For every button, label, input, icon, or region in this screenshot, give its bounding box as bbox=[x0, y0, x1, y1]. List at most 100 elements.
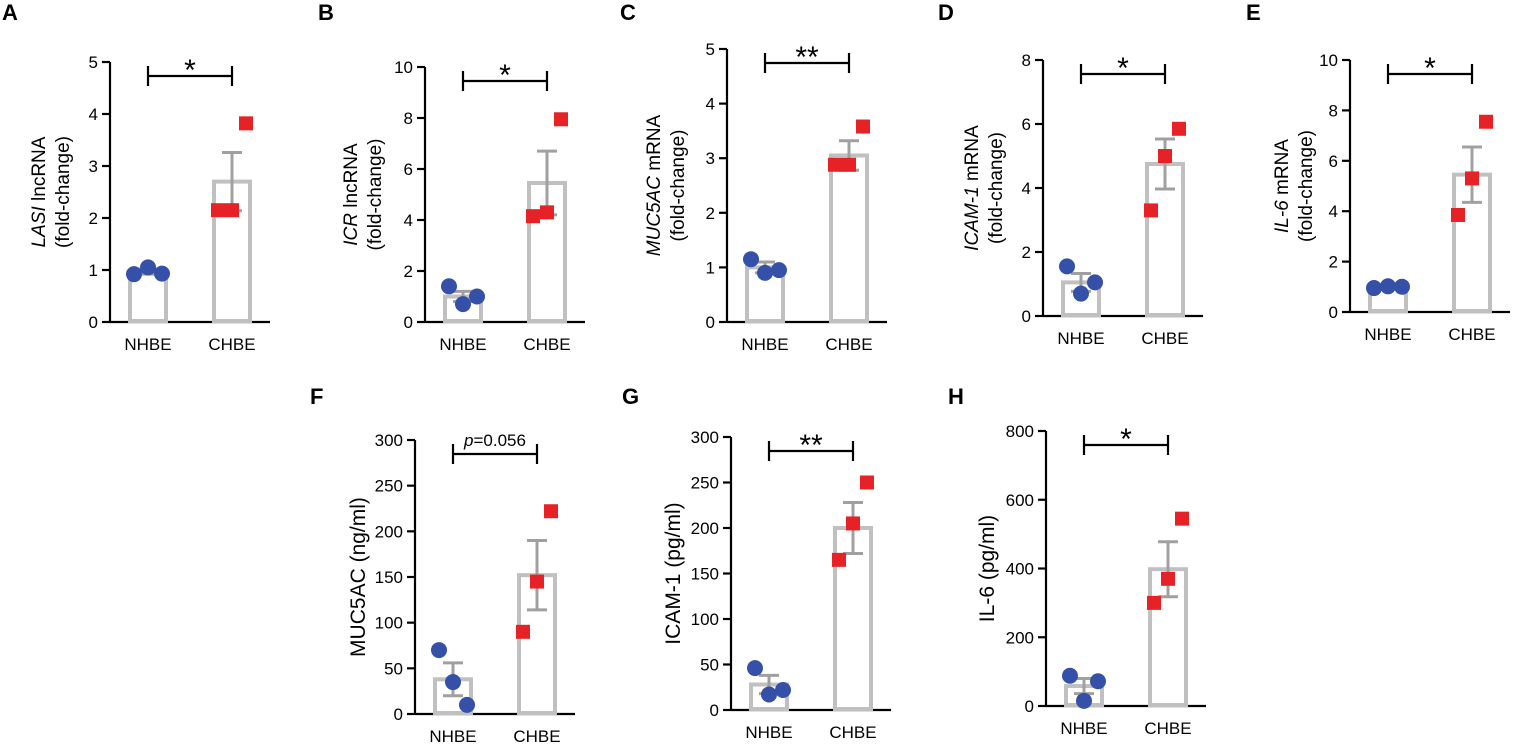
y-tick-label: 2 bbox=[1329, 253, 1338, 272]
point-chbe bbox=[1479, 114, 1493, 129]
point-chbe bbox=[1172, 121, 1186, 136]
y-axis-label-line2: (fold-change) bbox=[986, 132, 1007, 244]
panel-letter: E bbox=[1246, 0, 1261, 25]
point-chbe bbox=[1175, 511, 1189, 526]
x-category-label: CHBE bbox=[829, 723, 876, 742]
x-category-label: CHBE bbox=[208, 335, 255, 354]
point-nhbe bbox=[757, 264, 773, 281]
y-axis-label-text: mRNA bbox=[962, 125, 983, 187]
point-nhbe bbox=[1062, 667, 1078, 684]
point-nhbe bbox=[1087, 274, 1103, 291]
point-chbe bbox=[530, 574, 544, 589]
point-nhbe bbox=[154, 265, 170, 282]
point-chbe bbox=[516, 624, 530, 639]
point-nhbe bbox=[455, 296, 471, 313]
point-chbe bbox=[526, 209, 540, 224]
y-axis-label-text: IL-6 (pg/ml) bbox=[976, 515, 999, 622]
point-chbe bbox=[225, 203, 239, 218]
y-tick-label: 10 bbox=[394, 58, 413, 77]
panel-letter: F bbox=[310, 384, 323, 409]
point-nhbe bbox=[469, 288, 485, 305]
panel-g: G 0 50 100 150 200 250 300 ICAM-1 (pg/ml) NHBE CHB… bbox=[622, 384, 891, 742]
point-nhbe bbox=[761, 686, 777, 703]
x-category-label: CHBE bbox=[1448, 325, 1495, 344]
y-tick-label: 8 bbox=[404, 109, 413, 128]
significance-stars: ** bbox=[795, 41, 819, 74]
y-tick-label: 4 bbox=[1329, 202, 1338, 221]
panel-a: A 0 1 2 3 4 5 LASI lncRNA (fold-change) NHBE CHBE * bbox=[2, 0, 270, 354]
y-tick-label: 0 bbox=[1025, 697, 1034, 716]
y-tick-label: 4 bbox=[404, 211, 413, 230]
point-chbe bbox=[832, 552, 846, 567]
y-tick-label: 4 bbox=[89, 105, 98, 124]
point-chbe bbox=[554, 112, 568, 127]
panel-letter: D bbox=[938, 0, 954, 25]
point-nhbe bbox=[459, 696, 475, 713]
y-tick-label: 0 bbox=[404, 313, 413, 332]
y-tick-label: 2 bbox=[706, 204, 715, 223]
x-category-label: NHBE bbox=[124, 335, 171, 354]
y-tick-label: 250 bbox=[375, 477, 403, 496]
y-axis-label-line2: (fold-change) bbox=[1296, 130, 1317, 242]
x-category-label: NHBE bbox=[429, 727, 476, 746]
point-chbe bbox=[828, 157, 842, 172]
point-nhbe bbox=[1380, 278, 1396, 295]
x-category-label: NHBE bbox=[745, 723, 792, 742]
y-tick-label: 100 bbox=[375, 614, 403, 633]
y-axis-label: MUC5AC (ng/ml) bbox=[347, 497, 370, 657]
panel-letter: G bbox=[622, 384, 639, 409]
y-tick-label: 4 bbox=[706, 95, 715, 114]
panel-c: C 0 1 2 3 4 5 MUC5AC mRNA (fold-change) NHBE CHBE *… bbox=[620, 0, 887, 354]
point-nhbe bbox=[1090, 673, 1106, 690]
y-axis-label-text: MUC5AC (ng/ml) bbox=[347, 497, 370, 657]
y-axis-label-italic: LASI bbox=[29, 206, 50, 248]
y-axis-label-line2: (fold-change) bbox=[668, 130, 689, 242]
y-tick-label: 50 bbox=[700, 656, 719, 675]
y-tick-label: 0 bbox=[89, 313, 98, 332]
y-tick-label: 1 bbox=[89, 261, 98, 280]
y-tick-label: 250 bbox=[691, 474, 719, 493]
significance-stars: * bbox=[1120, 423, 1132, 456]
x-category-label: CHBE bbox=[1144, 719, 1191, 738]
y-axis-label-text: lncRNA bbox=[341, 143, 362, 213]
significance-stars: * bbox=[184, 54, 196, 87]
point-nhbe bbox=[1076, 692, 1092, 709]
significance-stars: * bbox=[499, 59, 511, 92]
y-axis-label-text: mRNA bbox=[644, 114, 665, 176]
y-tick-label: 0 bbox=[1329, 303, 1338, 322]
y-tick-label: 800 bbox=[1006, 422, 1034, 441]
point-nhbe bbox=[441, 278, 457, 295]
y-tick-label: 4 bbox=[1022, 179, 1031, 198]
y-tick-label: 1 bbox=[706, 258, 715, 277]
y-axis-label-italic: IL-6 bbox=[1272, 200, 1293, 233]
y-tick-label: 8 bbox=[1022, 51, 1031, 70]
y-tick-label: 0 bbox=[706, 313, 715, 332]
panel-letter: C bbox=[620, 0, 636, 25]
y-tick-label: 2 bbox=[1022, 243, 1031, 262]
point-nhbe bbox=[1366, 280, 1382, 297]
panel-e: E 0 2 4 6 8 10 IL-6 mRNA (fold-change) NHBE CHBE * bbox=[1246, 0, 1510, 344]
point-nhbe bbox=[140, 259, 156, 276]
bar-chbe bbox=[829, 153, 869, 323]
point-chbe bbox=[842, 157, 856, 172]
p-value: =0.056 bbox=[473, 431, 525, 450]
point-nhbe bbox=[1394, 278, 1410, 295]
y-tick-label: 0 bbox=[1022, 307, 1031, 326]
y-tick-label: 3 bbox=[89, 157, 98, 176]
panel-letter: A bbox=[2, 0, 18, 25]
point-nhbe bbox=[747, 660, 763, 677]
x-category-label: NHBE bbox=[439, 335, 486, 354]
point-chbe bbox=[1451, 207, 1465, 222]
x-category-label: NHBE bbox=[741, 335, 788, 354]
y-tick-label: 6 bbox=[1022, 115, 1031, 134]
x-category-label: NHBE bbox=[1060, 719, 1107, 738]
point-chbe bbox=[1144, 203, 1158, 218]
significance-stars: ** bbox=[799, 429, 823, 462]
panel-h: H 0 200 400 600 800 IL-6 (pg/ml) NHBE CHBE * bbox=[948, 384, 1206, 738]
y-tick-label: 2 bbox=[404, 262, 413, 281]
point-nhbe bbox=[1073, 285, 1089, 302]
x-category-label: CHBE bbox=[825, 335, 872, 354]
panel-f: F 0 50 100 150 200 250 300 MUC5AC (ng/ml) NHBE CHB… bbox=[310, 384, 575, 746]
point-nhbe bbox=[743, 251, 759, 268]
